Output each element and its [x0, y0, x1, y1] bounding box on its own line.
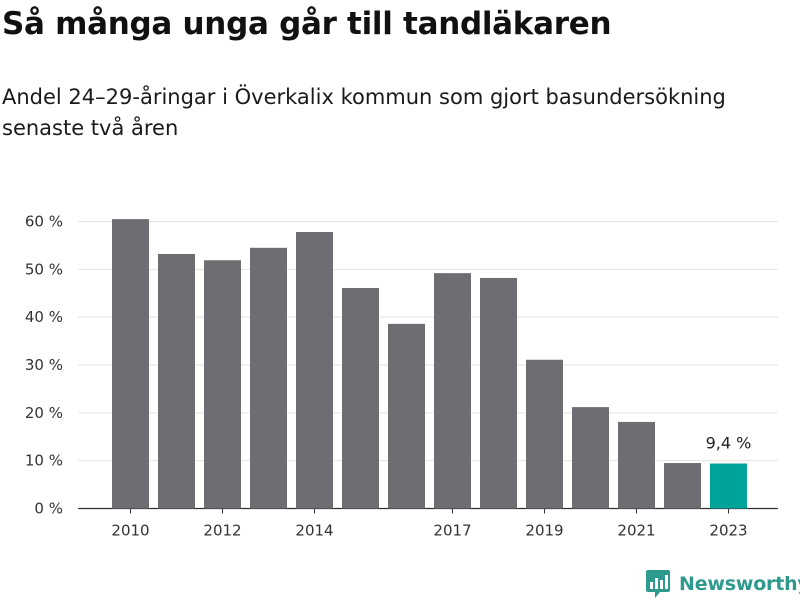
bar-2020 — [572, 407, 609, 509]
x-tick-label: 2012 — [203, 522, 241, 540]
y-axis-ticks: 0 % 10 % 20 % 30 % 40 % 50 % 60 % — [25, 213, 63, 518]
x-axis-ticks: 2010 2012 2014 2017 2019 2021 2023 — [111, 508, 748, 540]
y-tick-label: 60 % — [25, 213, 63, 231]
x-tick-label: 2023 — [709, 522, 747, 540]
bar-2019 — [526, 359, 563, 509]
highlight-value-label: 9,4 % — [706, 434, 752, 453]
data-labels: 9,4 % — [706, 434, 752, 453]
y-tick-label: 50 % — [25, 260, 63, 278]
bar-2021 — [618, 421, 655, 509]
chart-subtitle: Andel 24–29-åringar i Överkalix kommun s… — [2, 85, 726, 140]
bar-2013 — [250, 247, 287, 509]
y-tick-label: 0 % — [34, 500, 63, 518]
x-tick-label: 2010 — [111, 522, 149, 540]
brand-name: Newsworthy — [679, 573, 800, 595]
bar-2015 — [342, 287, 379, 509]
y-tick-label: 30 % — [25, 356, 63, 374]
y-tick-label: 40 % — [25, 308, 63, 326]
x-tick-label: 2021 — [617, 522, 655, 540]
x-tick-label: 2014 — [295, 522, 333, 540]
x-tick-label: 2019 — [525, 522, 563, 540]
bar-2016 — [388, 323, 425, 509]
bar-highlight-2023 — [710, 463, 747, 509]
bar-2017 — [434, 273, 471, 509]
bar-2010 — [112, 219, 149, 509]
newsworthy-chart-icon — [646, 570, 670, 598]
x-tick-label: 2017 — [433, 522, 471, 540]
y-tick-label: 10 % — [25, 452, 63, 470]
bar-2022 — [664, 463, 701, 509]
bar-2012 — [204, 260, 241, 509]
bar-2018 — [480, 277, 517, 509]
newsworthy-logo: Newsworthy — [645, 569, 800, 599]
bar-chart: 0 % 10 % 20 % 30 % 40 % 50 % 60 % 2010 2012 2014… — [25, 213, 778, 540]
chart-title: Så många unga går till tandläkaren — [2, 6, 612, 42]
bars — [112, 219, 747, 509]
bar-2014 — [296, 232, 333, 509]
y-tick-label: 20 % — [25, 404, 63, 422]
bar-2011 — [158, 254, 195, 509]
